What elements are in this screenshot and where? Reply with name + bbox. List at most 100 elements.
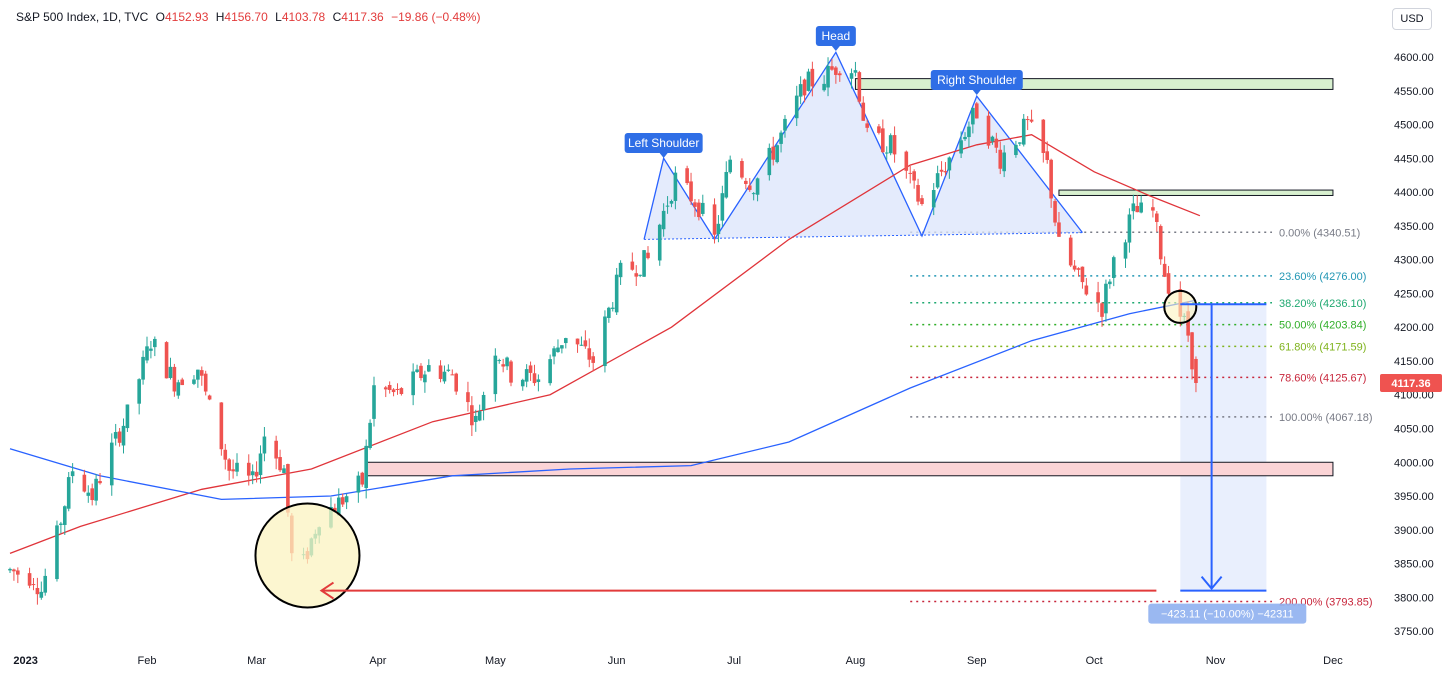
candle-body (1186, 311, 1190, 336)
highlight-circle-2 (1163, 289, 1198, 324)
candle-body (1194, 358, 1198, 383)
candle-body (740, 161, 744, 178)
candle-body (12, 569, 16, 572)
candle-body (665, 205, 670, 207)
candle-body (610, 307, 615, 309)
currency-button[interactable]: USD (1392, 8, 1432, 30)
candle-body (642, 250, 646, 277)
candle-body (227, 459, 231, 471)
candle-body (959, 140, 963, 154)
candle-body (877, 126, 881, 133)
candle-body (1100, 303, 1104, 317)
candle-body (473, 415, 478, 422)
candle-body (180, 379, 185, 386)
candle-body (1190, 332, 1194, 370)
candle-body (939, 169, 944, 172)
candle-body (1108, 281, 1112, 285)
candle-body (98, 481, 102, 484)
candle-body (947, 157, 952, 171)
candle-body (176, 382, 181, 396)
candle-body (35, 587, 40, 595)
candle-body (536, 379, 541, 382)
candle-body (141, 356, 145, 380)
candle-body (199, 370, 204, 376)
candle-body (1084, 285, 1089, 295)
candle-body (892, 135, 897, 155)
candle-body (419, 365, 423, 379)
candle-body (364, 445, 368, 489)
candle-body (963, 136, 967, 140)
candle-body (446, 369, 451, 371)
x-tick-label: Mar (247, 655, 266, 667)
y-tick-label: 4100.00 (1394, 390, 1434, 402)
candle-body (62, 506, 67, 525)
candle-body (164, 342, 169, 379)
candle-body (657, 224, 662, 261)
candle-body (1002, 152, 1006, 172)
right-shoulder-label-pointer (972, 90, 981, 95)
candle-body (935, 173, 940, 188)
candle-body (775, 145, 779, 163)
candle-body (415, 369, 419, 372)
highlight-circle-1 (254, 502, 361, 609)
x-tick-label: Sep (967, 655, 987, 667)
candle-body (630, 261, 635, 270)
candle-body (391, 389, 396, 393)
candle-body (1041, 119, 1046, 153)
candle-body (258, 453, 263, 476)
candle-body (920, 198, 924, 205)
y-tick-label: 4200.00 (1394, 322, 1434, 334)
candle-body (192, 379, 196, 384)
axes-layer: 3750.00 3800.00 3850.00 3900.00 3950.00 4000.… (13, 52, 1442, 667)
candle-body (383, 387, 388, 390)
fib-label-5: 78.60% (4125.67) (1279, 372, 1366, 384)
head-label: Head (822, 29, 851, 43)
candle-body (861, 102, 866, 121)
candle-body (865, 123, 869, 128)
candle-body (806, 71, 811, 91)
candle-body (560, 345, 564, 349)
candle-body (493, 355, 498, 395)
candle-body (990, 136, 995, 142)
overlay-layer: −423.11 (−10.00%) −42311 Left Shoulder Hea… (254, 26, 1307, 624)
candle-body (881, 128, 885, 153)
candle-body (1025, 119, 1030, 121)
candle-body (149, 348, 153, 351)
candle-body (223, 449, 228, 460)
candle-body (661, 210, 666, 230)
candle-body (1053, 201, 1057, 223)
high-label: H (215, 10, 225, 24)
candle-body (556, 347, 560, 353)
fib-label-3: 50.00% (4203.84) (1279, 320, 1366, 332)
neckline (644, 232, 1083, 240)
x-tick-label: 2023 (13, 655, 37, 667)
candle-body (278, 457, 282, 471)
candle-body (712, 204, 717, 235)
candle-body (286, 464, 290, 513)
candle-body (121, 425, 126, 446)
left-shoulder-label: Left Shoulder (628, 136, 699, 150)
candle-body (1158, 226, 1163, 260)
candle-body (1068, 237, 1073, 266)
candle-body (450, 374, 455, 376)
candle-body (747, 185, 752, 190)
candle-body (967, 126, 971, 138)
candle-body (219, 402, 224, 450)
candle-body (575, 338, 580, 345)
candle-body (16, 570, 20, 575)
candle-body (1111, 257, 1116, 278)
candle-body (603, 316, 607, 367)
zones-layer (365, 78, 1334, 591)
candle-body (340, 497, 345, 505)
y-tick-label: 4400.00 (1394, 187, 1434, 199)
candle-body (86, 492, 91, 496)
candle-body (333, 507, 337, 512)
candle-body (1021, 118, 1026, 145)
candle-body (724, 171, 729, 198)
candle-body (125, 404, 130, 429)
candle-body (262, 436, 267, 454)
candle-body (145, 346, 149, 361)
candle-body (250, 471, 255, 476)
